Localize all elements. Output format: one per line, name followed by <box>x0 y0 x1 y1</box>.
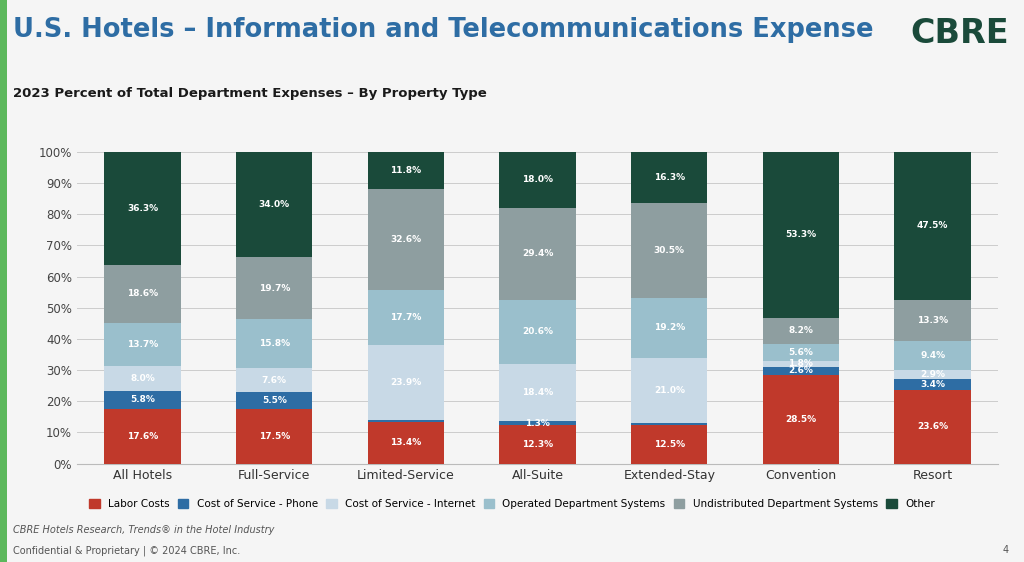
Text: 17.6%: 17.6% <box>127 432 159 441</box>
Text: 32.6%: 32.6% <box>390 235 422 244</box>
Text: 2.6%: 2.6% <box>788 366 813 375</box>
Bar <box>237 257 312 319</box>
Bar <box>368 346 444 420</box>
Bar <box>894 341 971 370</box>
Text: 16.3%: 16.3% <box>653 173 685 182</box>
Bar <box>763 318 839 343</box>
Text: 5.6%: 5.6% <box>788 348 813 357</box>
Text: 18.4%: 18.4% <box>522 388 553 397</box>
Text: 34.0%: 34.0% <box>259 200 290 209</box>
Bar <box>500 208 575 300</box>
Text: 12.3%: 12.3% <box>522 440 553 449</box>
Text: 7.6%: 7.6% <box>262 375 287 384</box>
Bar <box>500 300 575 364</box>
Text: 30.5%: 30.5% <box>653 246 685 255</box>
Text: 18.6%: 18.6% <box>127 289 158 298</box>
Text: Confidential & Proprietary | © 2024 CBRE, Inc.: Confidential & Proprietary | © 2024 CBRE… <box>13 545 241 556</box>
Text: 23.9%: 23.9% <box>390 378 422 387</box>
Text: 23.6%: 23.6% <box>918 423 948 432</box>
Bar <box>500 364 575 422</box>
Bar <box>500 422 575 425</box>
Bar <box>631 423 708 425</box>
Text: 15.8%: 15.8% <box>259 339 290 348</box>
Bar <box>763 361 839 366</box>
Bar <box>104 323 181 366</box>
Bar <box>368 422 444 464</box>
Bar <box>894 300 971 341</box>
Text: 5.8%: 5.8% <box>130 395 155 404</box>
Text: CBRE Hotels Research, Trends® in the Hotel Industry: CBRE Hotels Research, Trends® in the Hot… <box>13 525 274 536</box>
Text: 29.4%: 29.4% <box>522 249 553 258</box>
Text: 36.3%: 36.3% <box>127 204 158 213</box>
Text: 13.4%: 13.4% <box>390 438 422 447</box>
Text: 19.2%: 19.2% <box>653 323 685 332</box>
Text: 28.5%: 28.5% <box>785 415 816 424</box>
Bar <box>631 357 708 423</box>
Text: 17.7%: 17.7% <box>390 314 422 323</box>
Bar <box>104 152 181 265</box>
Bar <box>237 151 312 257</box>
Text: U.S. Hotels – Information and Telecommunications Expense: U.S. Hotels – Information and Telecommun… <box>13 17 873 43</box>
Bar <box>104 391 181 409</box>
Bar <box>237 392 312 409</box>
Bar <box>500 425 575 464</box>
Text: 2.9%: 2.9% <box>921 370 945 379</box>
Bar <box>368 420 444 422</box>
Bar <box>104 409 181 464</box>
Bar <box>763 375 839 464</box>
Text: 9.4%: 9.4% <box>920 351 945 360</box>
Text: 53.3%: 53.3% <box>785 230 816 239</box>
Text: 21.0%: 21.0% <box>653 386 685 395</box>
Text: 1.3%: 1.3% <box>525 419 550 428</box>
Legend: Labor Costs, Cost of Service - Phone, Cost of Service - Internet, Operated Depar: Labor Costs, Cost of Service - Phone, Co… <box>89 499 935 509</box>
Text: 20.6%: 20.6% <box>522 327 553 336</box>
Bar <box>237 409 312 464</box>
Bar <box>631 202 708 298</box>
Bar <box>763 152 839 318</box>
Bar <box>368 290 444 346</box>
Text: 13.7%: 13.7% <box>127 340 159 349</box>
Text: 11.8%: 11.8% <box>390 166 422 175</box>
Bar <box>631 298 708 357</box>
Text: CBRE: CBRE <box>910 17 1009 50</box>
Bar <box>631 425 708 464</box>
Bar <box>894 390 971 464</box>
Text: 1.8%: 1.8% <box>788 359 813 368</box>
Text: 12.5%: 12.5% <box>653 439 685 448</box>
Bar <box>500 152 575 208</box>
Bar <box>894 151 971 300</box>
Bar <box>763 366 839 375</box>
Bar <box>368 152 444 188</box>
Text: 19.7%: 19.7% <box>259 284 290 293</box>
Text: 18.0%: 18.0% <box>522 175 553 184</box>
Bar <box>894 379 971 390</box>
Text: 8.2%: 8.2% <box>788 327 813 336</box>
Bar <box>631 152 708 202</box>
Text: 2023 Percent of Total Department Expenses – By Property Type: 2023 Percent of Total Department Expense… <box>13 87 487 100</box>
Text: 5.5%: 5.5% <box>262 396 287 405</box>
Bar <box>894 370 971 379</box>
Text: 8.0%: 8.0% <box>130 374 155 383</box>
Text: 13.3%: 13.3% <box>918 316 948 325</box>
Text: 47.5%: 47.5% <box>916 221 948 230</box>
Bar <box>368 188 444 290</box>
Bar <box>237 319 312 368</box>
Bar <box>763 343 839 361</box>
Text: 4: 4 <box>1002 545 1009 555</box>
Bar <box>104 366 181 391</box>
Bar <box>104 265 181 323</box>
Bar <box>237 368 312 392</box>
Text: 17.5%: 17.5% <box>259 432 290 441</box>
Text: 3.4%: 3.4% <box>921 380 945 389</box>
